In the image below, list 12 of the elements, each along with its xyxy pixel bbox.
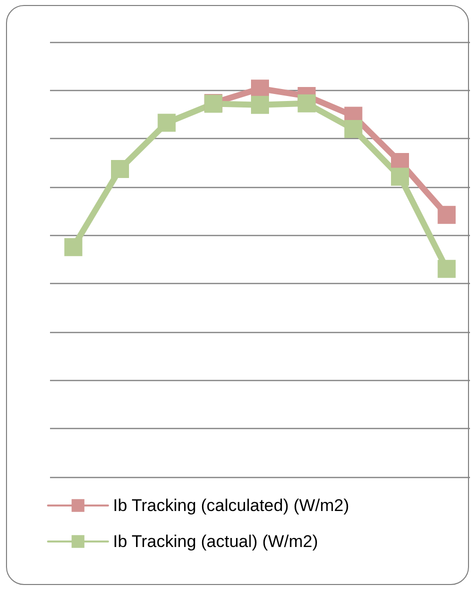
legend-label: Ib Tracking (calculated) (W/m2) (113, 496, 350, 515)
point (64, 238, 82, 256)
point (391, 168, 409, 186)
point (251, 96, 269, 114)
point (344, 120, 362, 138)
point (298, 94, 316, 112)
point (251, 80, 269, 98)
point (111, 160, 129, 178)
point (438, 206, 456, 224)
legend-label: Ib Tracking (actual) (W/m2) (113, 532, 318, 551)
point (158, 114, 176, 132)
point (438, 260, 456, 278)
